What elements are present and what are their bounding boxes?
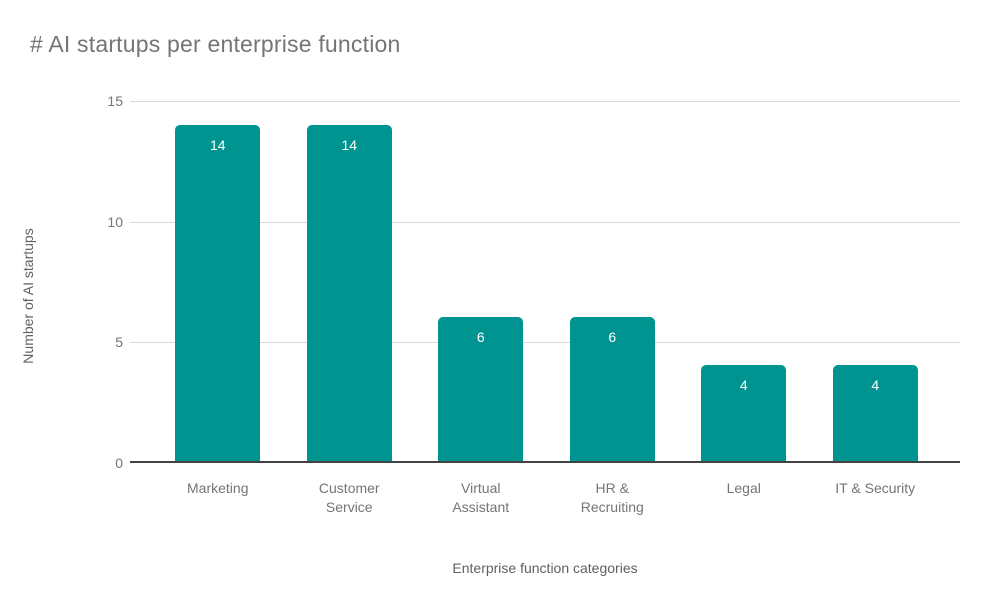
- x-category-label-hr-recruiting: HR & Recruiting: [547, 479, 679, 517]
- x-axis-category-labels: Marketing Customer Service Virtual Assista…: [152, 479, 941, 517]
- bar-value-label-virtual-assistant: 6: [476, 329, 485, 345]
- y-tick-label-10: 10: [107, 213, 123, 230]
- x-category-label-text: Marketing: [187, 480, 249, 496]
- gridline-10: [130, 221, 960, 223]
- bar-slot-hr-recruiting: 6: [547, 101, 679, 461]
- bar-hr-recruiting: 6: [569, 317, 655, 461]
- y-tick-label-5: 5: [115, 334, 123, 351]
- bar-slot-legal: 4: [678, 101, 810, 461]
- bar-slot-marketing: 14: [152, 101, 284, 461]
- x-category-label-it-security: IT & Security: [810, 479, 942, 517]
- x-category-label-legal: Legal: [678, 479, 810, 517]
- gridline-5: [130, 342, 960, 344]
- bar-value-label-hr-recruiting: 6: [608, 329, 617, 345]
- gridline-15: [130, 101, 960, 102]
- y-axis-title: Number of AI startups: [20, 228, 36, 364]
- bar-slot-virtual-assistant: 6: [415, 101, 547, 461]
- bar-legal: 4: [701, 365, 787, 461]
- x-category-label-text: Virtual Assistant: [452, 480, 510, 515]
- bar-value-label-marketing: 14: [209, 137, 226, 153]
- x-category-label-text: Customer Service: [318, 480, 380, 515]
- plot-area: 14 14 6 6 4 4: [130, 101, 960, 463]
- y-tick-label-0: 0: [115, 455, 123, 471]
- x-category-label-text: IT & Security: [835, 480, 916, 496]
- bar-marketing: 14: [175, 125, 261, 461]
- x-category-label-marketing: Marketing: [152, 479, 284, 517]
- bar-virtual-assistant: 6: [438, 317, 524, 461]
- x-category-label-text: HR & Recruiting: [580, 480, 644, 515]
- x-category-label-customer-service: Customer Service: [284, 479, 416, 517]
- y-tick-label-15: 15: [107, 93, 123, 109]
- bar-slot-customer-service: 14: [284, 101, 416, 461]
- bar-value-label-customer-service: 14: [341, 137, 358, 153]
- bar-customer-service: 14: [306, 125, 392, 461]
- x-category-label-text: Legal: [726, 480, 761, 496]
- x-axis-title: Enterprise function categories: [452, 560, 638, 576]
- bar-value-label-legal: 4: [739, 377, 748, 393]
- bar-it-security: 4: [832, 365, 918, 461]
- bars: 14 14 6 6 4 4: [152, 101, 941, 461]
- bar-value-label-it-security: 4: [871, 377, 880, 393]
- chart-title: # AI startups per enterprise function: [30, 31, 401, 57]
- bar-slot-it-security: 4: [810, 101, 942, 461]
- x-category-label-virtual-assistant: Virtual Assistant: [415, 479, 547, 517]
